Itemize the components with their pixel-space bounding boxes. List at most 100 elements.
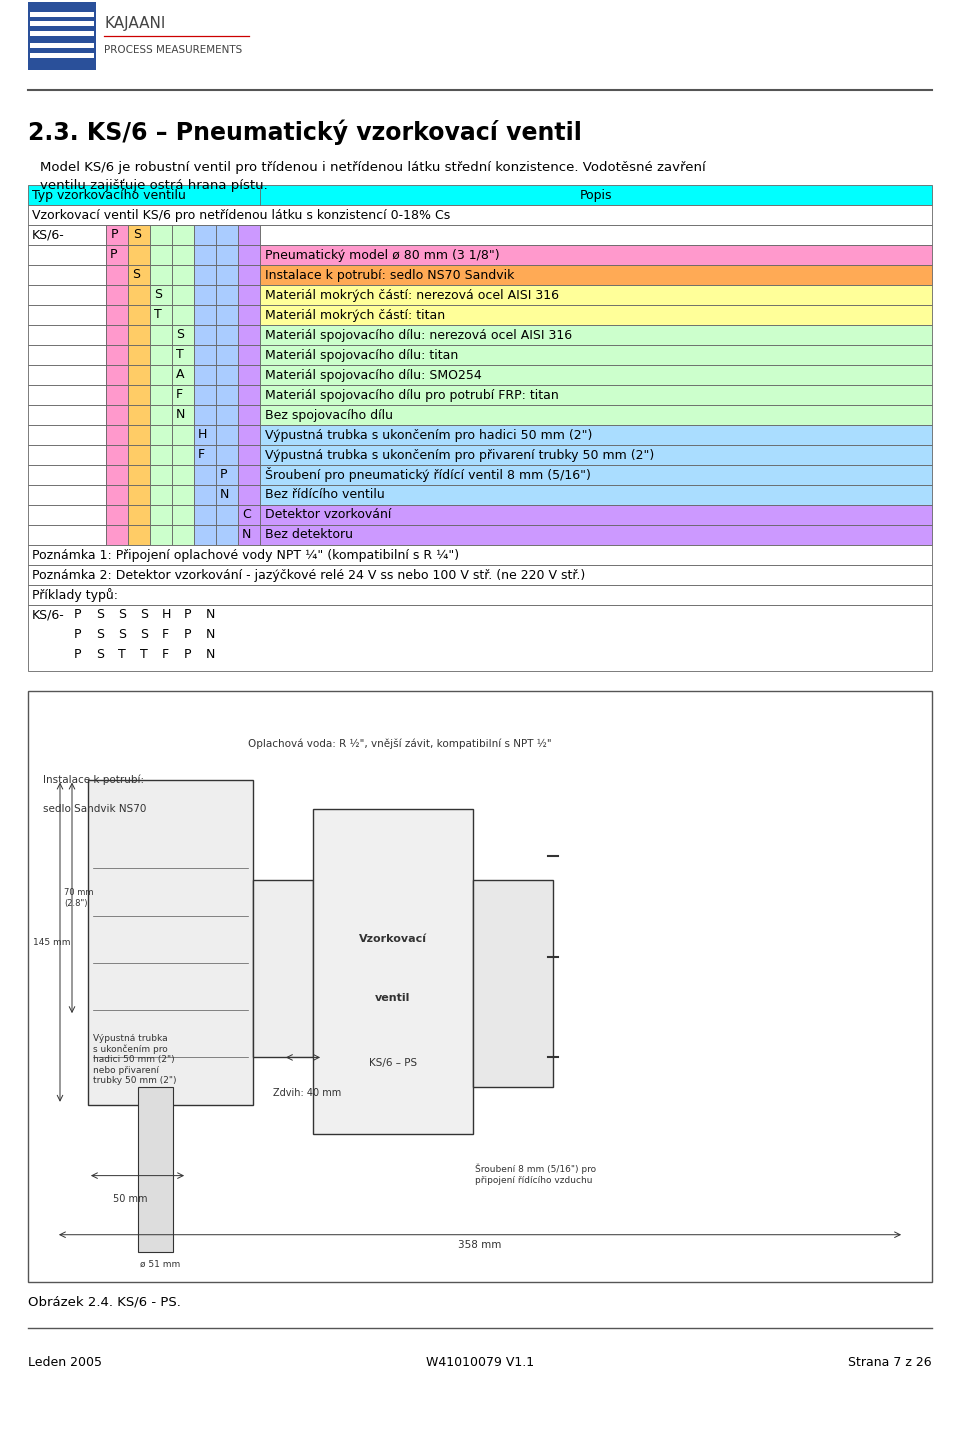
Bar [238,385,260,405]
Text: 70 mm
(2.8"): 70 mm (2.8") [64,888,93,908]
Bar [216,365,238,385]
Bar [128,345,150,365]
Bar [28,285,106,305]
Bar [194,505,216,525]
Bar [28,405,106,425]
Bar [238,285,260,305]
Text: S: S [96,629,104,642]
Bar [216,425,238,445]
Bar [30,43,94,47]
Text: P: P [110,249,117,262]
Bar [172,305,194,325]
Bar [106,305,128,325]
Text: P: P [184,629,191,642]
Bar [150,285,172,305]
Bar [106,265,128,285]
Text: S: S [96,609,104,622]
Text: S: S [140,609,148,622]
Bar [172,505,194,525]
Text: F: F [198,449,205,462]
Bar [194,305,216,325]
Bar [28,545,932,565]
Bar [106,225,128,245]
Bar [128,265,150,285]
Bar [30,53,94,57]
Text: N: N [176,409,185,422]
Text: T: T [176,349,183,362]
Text: S: S [96,648,104,662]
Bar [238,445,260,465]
Text: ventil: ventil [375,992,411,1002]
Text: Materiál spojovacího dílu: nerezová ocel AISI 316: Materiál spojovacího dílu: nerezová ocel… [265,329,572,342]
Bar [172,485,194,505]
Bar [194,405,216,425]
Bar [216,265,238,285]
Text: T: T [118,648,126,662]
Bar [137,1087,173,1253]
Bar [238,225,260,245]
Text: 145 mm: 145 mm [33,938,70,947]
Bar [150,485,172,505]
Bar [150,245,172,265]
Text: P: P [220,469,228,482]
Bar [238,265,260,285]
Bar [260,325,932,345]
Text: P: P [74,648,82,662]
Text: Vzorkovací: Vzorkovací [359,934,427,944]
Bar [194,485,216,505]
Bar [238,345,260,365]
Text: KS/6-: KS/6- [32,229,64,242]
Bar [172,265,194,285]
Bar [28,225,106,245]
Bar [216,505,238,525]
Text: N: N [206,629,215,642]
Bar [260,365,932,385]
Bar [194,325,216,345]
Text: P: P [74,629,82,642]
Bar [150,225,172,245]
Bar [106,325,128,345]
Bar [150,425,172,445]
Bar [172,465,194,485]
Bar [260,445,932,465]
Text: Typ vzorkovacího ventilu: Typ vzorkovacího ventilu [32,189,186,202]
Bar [260,285,932,305]
Bar [28,245,106,265]
Bar [106,385,128,405]
Text: S: S [118,609,126,622]
Bar [128,245,150,265]
Bar [28,585,932,605]
Bar [128,305,150,325]
Bar [216,325,238,345]
Text: W41010079 V1.1: W41010079 V1.1 [426,1356,534,1369]
Text: Šroubení 8 mm (5/16") pro
připojení řídícího vzduchu: Šroubení 8 mm (5/16") pro připojení řídí… [475,1164,596,1184]
Bar [172,345,194,365]
Bar [260,505,932,525]
Text: N: N [242,529,252,542]
Text: Materiál spojovacího dílu: titan: Materiál spojovacího dílu: titan [265,349,458,362]
Bar [194,445,216,465]
Bar [28,565,932,585]
Bar [106,485,128,505]
Bar [128,465,150,485]
Bar [150,465,172,485]
Text: Poznámka 1: Připojení oplachové vody NPT ¼" (kompatibilní s R ¼"): Poznámka 1: Připojení oplachové vody NPT… [32,549,459,562]
Bar [128,505,150,525]
Text: Detektor vzorkování: Detektor vzorkování [265,509,392,522]
Bar [260,225,932,245]
Bar [128,485,150,505]
Text: KS/6-: KS/6- [32,609,64,622]
Bar [216,385,238,405]
Bar [172,525,194,545]
Bar [238,485,260,505]
Text: Bez detektoru: Bez detektoru [265,529,353,542]
Bar [216,345,238,365]
Bar [194,385,216,405]
Bar [28,204,932,225]
Bar [172,285,194,305]
Bar [238,365,260,385]
Bar [106,425,128,445]
Text: 2.3. KS/6 – Pneumatický vzorkovací ventil: 2.3. KS/6 – Pneumatický vzorkovací venti… [28,119,582,144]
Text: H: H [162,609,172,622]
Bar [106,465,128,485]
